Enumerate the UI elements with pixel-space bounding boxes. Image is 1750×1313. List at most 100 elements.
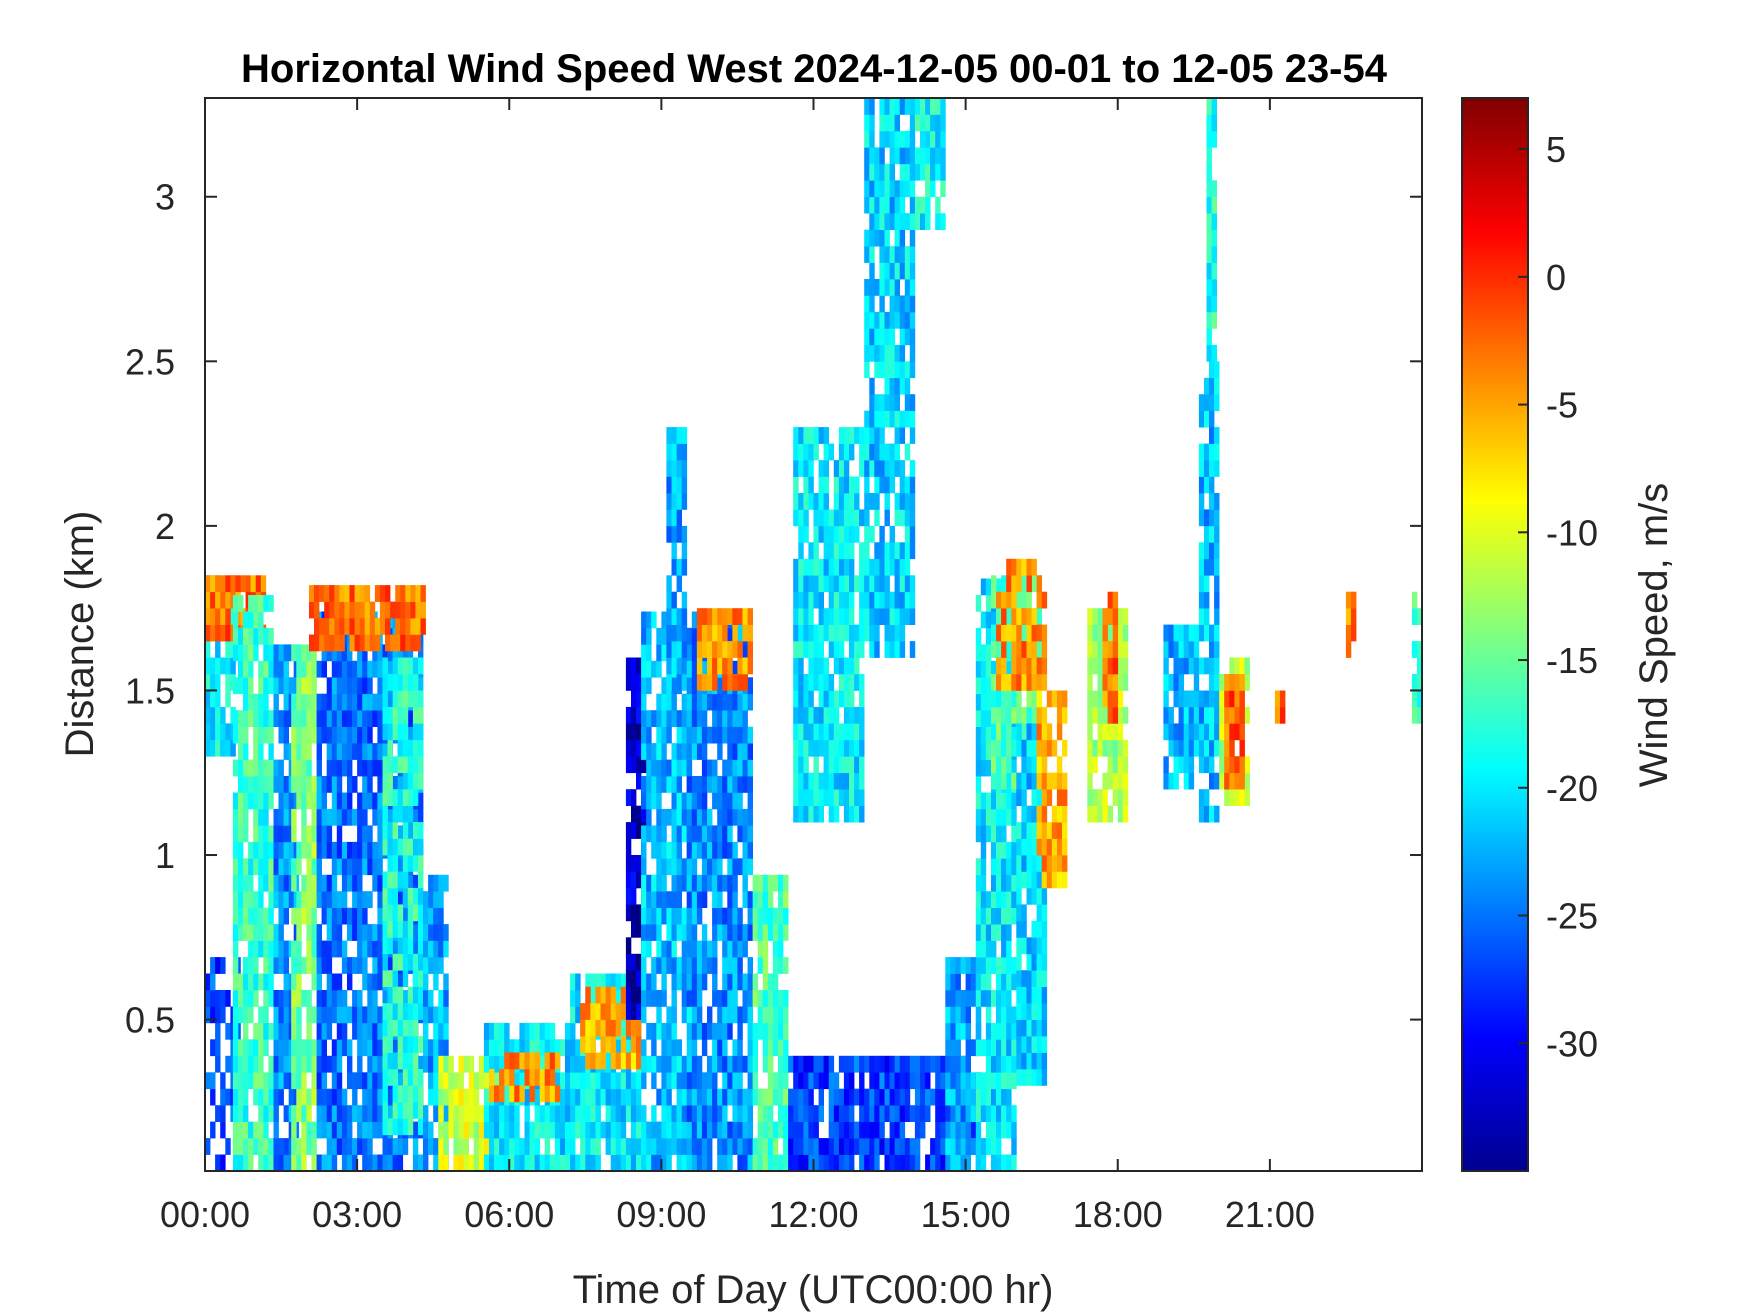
heatmap-cell-region-18 (747, 924, 753, 941)
x-tick-label: 03:00 (312, 1194, 402, 1235)
heatmap-cell-region-18 (737, 973, 743, 991)
heatmap-cell-region-21 (940, 1154, 946, 1172)
heatmap-cell-region-18 (737, 743, 743, 760)
heatmap-cell-region-26 (996, 1006, 1002, 1024)
heatmap-cell-region-23 (899, 344, 906, 362)
heatmap-cell-region-16 (641, 776, 647, 793)
heatmap-cell-region-35 (1244, 657, 1250, 675)
heatmap-cell-region-6 (392, 1154, 398, 1172)
heatmap-cell-region-30 (1062, 855, 1068, 872)
heatmap-cell-region-12 (549, 1052, 556, 1070)
heatmap-cell-region-6 (316, 1154, 322, 1172)
heatmap-cell-region-30 (1041, 789, 1048, 806)
heatmap-cell-region-23 (884, 328, 890, 346)
heatmap-cell-region-34 (1209, 509, 1215, 527)
colorbar-tick-label: -30 (1546, 1023, 1598, 1064)
heatmap-cell-region-3 (248, 660, 254, 678)
heatmap-cell-region-33 (1163, 723, 1169, 741)
heatmap-cell-region-16 (671, 1105, 677, 1122)
heatmap-cell-region-16 (656, 808, 662, 826)
heatmap-cell-region-22 (798, 575, 804, 593)
heatmap-cell-region-6 (387, 1154, 393, 1172)
heatmap-cell-region-36 (1239, 674, 1245, 691)
heatmap-cell-region-10 (458, 1105, 464, 1122)
heatmap-cell-region-22 (823, 575, 829, 593)
heatmap-cell-region-36 (1229, 772, 1235, 790)
heatmap-cell-region-8 (412, 1036, 419, 1053)
heatmap-cell-region-9 (423, 957, 429, 974)
heatmap-cell-region-7 (405, 601, 411, 619)
heatmap-cell-region-21 (849, 1088, 855, 1106)
heatmap-cell-region-3 (238, 660, 244, 678)
heatmap-cell-region-31 (1102, 772, 1108, 790)
heatmap-cell-region-37 (1211, 279, 1217, 296)
heatmap-cell-region-12 (544, 1085, 551, 1103)
heatmap-cell-region-21 (914, 1072, 921, 1090)
heatmap-cell-region-21 (813, 1138, 819, 1155)
heatmap-cell-region-9 (428, 1039, 434, 1057)
y-tick-label: 1.5 (125, 670, 175, 711)
heatmap-cell-region-20 (778, 1088, 784, 1106)
heatmap-cell-region-3 (248, 891, 254, 908)
heatmap-cell-region-19 (727, 608, 733, 625)
heatmap-cell-region-29 (1031, 986, 1037, 1004)
heatmap-cell-region-26 (996, 990, 1002, 1007)
heatmap-cell-region-25 (945, 1072, 951, 1090)
heatmap-cell-region-35 (1219, 706, 1225, 724)
heatmap-cell-region-27 (991, 641, 997, 658)
heatmap-cell-region-22 (843, 525, 850, 543)
heatmap-cell-region-6 (331, 874, 338, 892)
heatmap-cell-region-6 (397, 644, 404, 662)
heatmap-cell-region-3 (258, 1072, 264, 1090)
heatmap-cell-region-3 (243, 1088, 249, 1106)
heatmap-cell-region-11 (509, 1121, 515, 1139)
heatmap-cell-region-5 (296, 990, 302, 1007)
heatmap-cell-region-6 (331, 743, 338, 760)
heatmap-cell-region-8 (402, 674, 409, 691)
heatmap-cell-region-30 (1046, 772, 1053, 790)
heatmap-cell-region-9 (438, 891, 444, 908)
heatmap-cell-region-20 (757, 1121, 764, 1139)
heatmap-cell-region-6 (316, 891, 322, 908)
heatmap-cell-region-7 (319, 634, 325, 652)
heatmap-cell-region-23 (879, 295, 885, 313)
heatmap-cell-region-6 (321, 1154, 327, 1172)
heatmap-cell-region-1 (230, 739, 236, 757)
heatmap-cell-region-22 (849, 657, 855, 675)
heatmap-cell-region-8 (392, 822, 398, 839)
heatmap-cell-region-8 (412, 1019, 419, 1037)
heatmap-cell-region-3 (243, 891, 249, 908)
heatmap-cell-region-5 (296, 726, 302, 744)
heatmap-cell-region-17 (666, 641, 672, 658)
heatmap-cell-region-7 (349, 634, 355, 652)
heatmap-cell-region-5 (291, 825, 297, 843)
heatmap-cell-region-21 (935, 1154, 941, 1172)
heatmap-cell-region-22 (808, 690, 814, 708)
heatmap-cell-region-22 (813, 509, 819, 527)
heatmap-cell-region-36 (1229, 739, 1235, 757)
heatmap-cell-region-21 (894, 1121, 900, 1139)
heatmap-cell-region-25 (950, 1088, 956, 1106)
heatmap-cell-region-15 (631, 920, 637, 938)
heatmap-cell-region-18 (701, 726, 708, 744)
heatmap-cell-region-20 (778, 907, 784, 925)
heatmap-cell-region-3 (232, 627, 239, 645)
heatmap-cell-region-16 (676, 743, 682, 760)
heatmap-cell-region-21 (925, 1154, 931, 1172)
heatmap-cell-region-3 (232, 1039, 239, 1057)
heatmap-cell-region-28 (1021, 558, 1027, 576)
heatmap-cell-region-21 (909, 1138, 916, 1155)
heatmap-cell-region-6 (331, 1072, 338, 1090)
heatmap-cell-region-18 (691, 627, 698, 645)
heatmap-cell-region-18 (717, 825, 723, 843)
heatmap-cell-region-11 (519, 1154, 525, 1172)
heatmap-cell-region-20 (767, 907, 774, 925)
heatmap-cell-region-22 (798, 756, 804, 774)
heatmap-cell-region-21 (849, 1154, 855, 1172)
heatmap-cell-region-22 (823, 542, 829, 560)
heatmap-cell-region-16 (641, 1055, 647, 1073)
heatmap-cell-region-26 (996, 578, 1002, 596)
heatmap-cell-region-24 (930, 147, 936, 165)
heatmap-cell-region-6 (357, 726, 363, 744)
heatmap-cell-region-12 (499, 1085, 505, 1103)
